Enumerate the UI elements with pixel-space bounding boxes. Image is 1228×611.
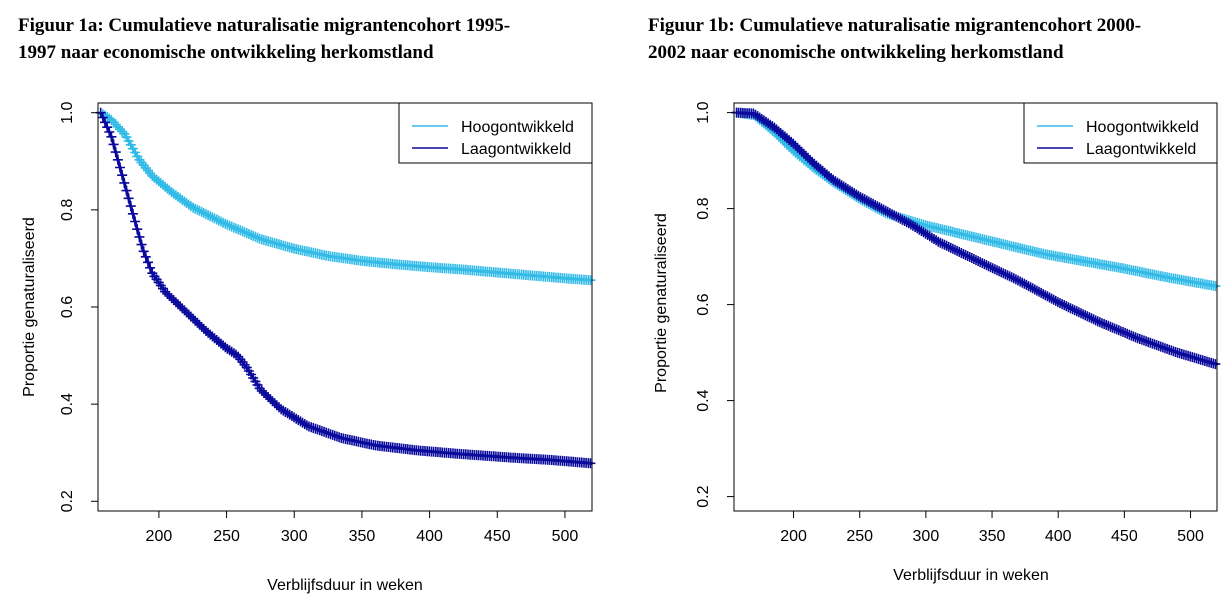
chart-1b-series-line-hoogontwikkeld [736,111,1218,288]
chart-1b: 200 250 300 350 400 450 500 0.2 0.4 0.6 0.8 1.0 Ve… [653,101,1221,584]
chart-1a-x-tick-label: 500 [552,528,579,545]
chart-1a-y-axis-label: Proportie genaturaliseerd [21,217,38,397]
chart-1a-series-line-hoogontwikkeld [99,111,593,282]
chart-1b-x-tick-label: 450 [1111,528,1138,545]
chart-1a-x-tick-label: 300 [281,528,308,545]
chart-1b-series-line-laagontwikkeld [736,111,1218,367]
chart-1b-legend-box [1023,102,1218,164]
chart-1b-y-tick-label: 0.6 [695,293,712,315]
chart-1a-y-tick-label: 1.0 [59,101,76,123]
chart-1a-plot-frame [97,102,593,512]
chart-1b-y-axis: 0.2 0.4 0.6 0.8 1.0 [695,101,734,508]
chart-1a-y-tick-label: 0.8 [59,199,76,221]
chart-1a-y-tick-label: 0.2 [59,490,76,512]
chart-1a-x-tick-label: 200 [146,528,173,545]
chart-1b-x-tick-label: 300 [913,528,940,545]
chart-1b-x-axis: 200 250 300 350 400 450 500 [780,511,1204,545]
chart-1a-x-axis-label: Verblijfsduur in weken [267,577,423,594]
chart-1a-x-tick-label: 400 [416,528,443,545]
chart-1a-x-tick-label: 350 [349,528,376,545]
chart-1b-x-tick-label: 400 [1045,528,1072,545]
chart-1a-legend-label-hoog: Hoogontwikkeld [461,119,574,136]
figure-1b-title: Figuur 1b: Cumulatieve naturalisatie mig… [648,15,1142,63]
chart-1b-plot-frame [733,102,1218,512]
chart-1b-x-tick-label: 200 [780,528,807,545]
chart-1a-x-tick-label: 450 [484,528,511,545]
chart-1b-y-tick-label: 0.2 [695,485,712,507]
chart-1a-legend: Hoogontwikkeld Laagontwikkeld [398,102,593,164]
chart-1b-y-tick-label: 0.4 [695,389,712,411]
chart-1b-y-tick-label: 1.0 [695,101,712,123]
chart-1a-y-tick-label: 0.6 [59,296,76,318]
chart-1a-marks [95,107,596,469]
chart-1b-x-tick-label: 250 [846,528,873,545]
chart-1b-x-tick-label: 500 [1177,528,1204,545]
chart-1a-x-axis: 200 250 300 350 400 450 500 [146,511,579,545]
chart-1b-legend: Hoogontwikkeld Laagontwikkeld [1023,102,1218,164]
figure-1a-title: Figuur 1a: Cumulatieve naturalisatie mig… [18,15,511,63]
chart-1b-x-axis-label: Verblijfsduur in weken [893,567,1049,584]
chart-1a-y-axis: 0.2 0.4 0.6 0.8 1.0 [59,101,98,512]
chart-1b-legend-label-laag: Laagontwikkeld [1086,141,1196,158]
chart-1b-y-tick-label: 0.8 [695,197,712,219]
chart-1a-series-line-laagontwikkeld [99,112,593,465]
chart-1a-y-tick-label: 0.4 [59,393,76,415]
chart-1a: 200 250 300 350 400 450 500 0.2 0.4 0.6 0.8 1.0 Ve… [21,101,596,594]
chart-1b-x-tick-label: 350 [979,528,1006,545]
chart-1a-x-tick-label: 250 [213,528,240,545]
chart-1b-legend-label-hoog: Hoogontwikkeld [1086,119,1199,136]
chart-1b-y-axis-label: Proportie genaturaliseerd [653,213,670,393]
chart-1a-legend-box [398,102,593,164]
chart-1a-legend-label-laag: Laagontwikkeld [461,141,571,158]
chart-1b-marks [731,107,1221,370]
